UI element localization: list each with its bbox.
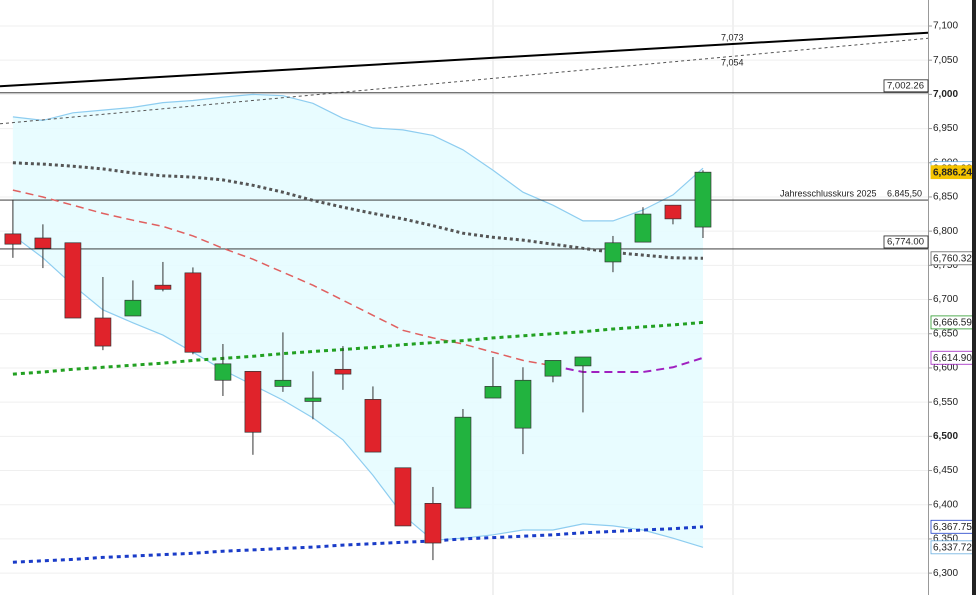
price-label: 6,614.90 (933, 353, 972, 364)
trend-annotation: 7,054 (721, 58, 744, 68)
candle-body (304, 397, 322, 402)
candle-body (4, 233, 22, 245)
y-tick-label: 6,400 (933, 499, 958, 510)
price-label: 6,760.32 (933, 253, 972, 264)
y-tick-label: 7,050 (933, 55, 958, 66)
y-tick-label: 6,500 (933, 431, 958, 442)
candle-body (664, 204, 682, 220)
y-tick-label: 7,000 (933, 89, 958, 100)
hline-label-box (883, 235, 929, 249)
candle-body (34, 237, 52, 249)
indicator-line (12, 189, 554, 367)
y-tick-label: 6,800 (933, 226, 958, 237)
candle-body (244, 371, 262, 433)
candle-body (424, 503, 442, 544)
y-tick-label: 6,450 (933, 465, 958, 476)
candle-body (364, 399, 382, 453)
indicator-line (12, 161, 704, 260)
y-tick-label: 6,850 (933, 192, 958, 203)
hline-label-box (883, 79, 929, 93)
candle-body (334, 368, 352, 375)
y-tick-label: 6,600 (933, 363, 958, 374)
price-label: 6,886.24 (933, 167, 972, 178)
y-tick-label: 6,550 (933, 397, 958, 408)
candle-body (214, 363, 232, 381)
candle-body (94, 317, 112, 347)
candle-body (574, 356, 592, 367)
candle-body (184, 272, 202, 353)
band-upper (12, 93, 704, 222)
candle-body (454, 416, 472, 509)
candle-body (124, 299, 142, 317)
candle-body (544, 360, 562, 377)
price-label: 6,367.75 (933, 522, 972, 533)
price-label: 6,666.59 (933, 318, 972, 329)
window-edge (972, 0, 976, 595)
y-tick-label: 6,750 (933, 260, 958, 271)
y-tick-label: 6,350 (933, 534, 958, 545)
y-tick-label: 6,950 (933, 123, 958, 134)
candle-body (394, 467, 412, 527)
candle-body (514, 379, 532, 429)
candle-body (64, 242, 82, 319)
band-lower (12, 234, 704, 548)
candle-body (154, 284, 172, 290)
hline-label: 7,002.26 (887, 80, 924, 91)
indicator-line (12, 525, 704, 564)
y-tick-label: 7,100 (933, 21, 958, 32)
candle-body (274, 379, 292, 387)
y-tick-label: 6,650 (933, 328, 958, 339)
y-tick-label: 6,300 (933, 568, 958, 579)
candle-body (604, 242, 622, 263)
trend-line (0, 37, 929, 125)
band-fill (12, 94, 703, 548)
indicator-line (12, 320, 704, 376)
trend-line (0, 31, 929, 88)
candle-body (694, 171, 712, 228)
trend-annotation: 7,073 (721, 32, 744, 42)
hline-label: 6,774.00 (887, 236, 924, 247)
candle-body (634, 213, 652, 243)
price-label: 6,337.72 (933, 542, 972, 553)
y-tick-label: 6,700 (933, 294, 958, 305)
hline-label: 6.845,50 (887, 188, 922, 198)
hline-text: Jahresschlusskurs 2025 (780, 188, 877, 198)
candle-body (484, 386, 502, 399)
